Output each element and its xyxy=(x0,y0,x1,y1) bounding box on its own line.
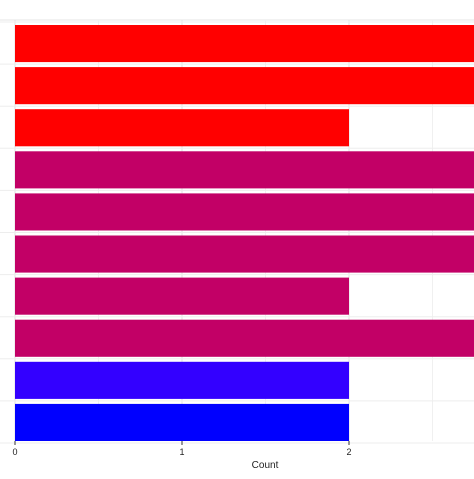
bar xyxy=(15,319,474,357)
x-tick-label: 1 xyxy=(179,447,184,457)
bar xyxy=(15,193,474,231)
x-axis: 0 1 2 xyxy=(12,441,352,457)
x-tick-label: 0 xyxy=(12,447,17,457)
x-axis-title: Count xyxy=(252,460,279,471)
bar xyxy=(15,67,474,105)
bar xyxy=(15,235,474,273)
bar xyxy=(15,151,474,189)
bar xyxy=(15,403,349,441)
bar xyxy=(15,25,474,63)
bars xyxy=(15,25,474,441)
x-tick-label: 2 xyxy=(346,447,351,457)
bar xyxy=(15,361,349,399)
bar xyxy=(15,277,349,315)
bar xyxy=(15,109,349,147)
